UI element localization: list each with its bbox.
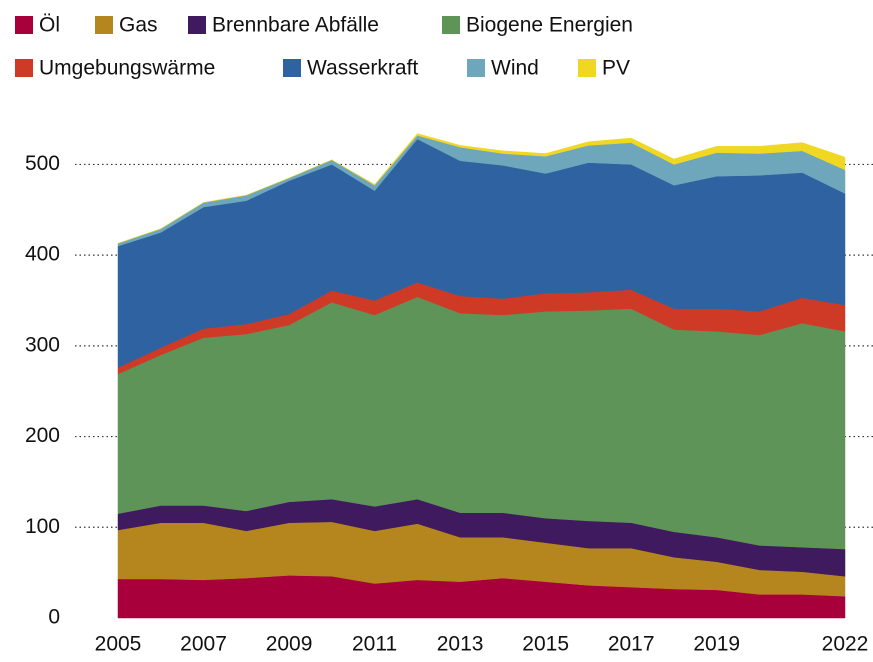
- legend-label: PV: [602, 57, 630, 80]
- y-tick-label: 500: [25, 152, 60, 175]
- y-tick-label: 100: [25, 515, 60, 538]
- legend-label: Wasserkraft: [307, 57, 418, 80]
- legend-swatch: [95, 16, 113, 34]
- legend-label: Öl: [39, 14, 60, 37]
- legend-label: Umgebungswärme: [39, 57, 215, 80]
- x-tick-label: 2017: [608, 633, 655, 656]
- legend-swatch: [578, 59, 596, 77]
- x-tick-label: 2007: [180, 633, 227, 656]
- y-tick-label: 0: [48, 606, 60, 629]
- legend-label: Wind: [491, 57, 539, 80]
- x-tick-label: 2022: [822, 633, 869, 656]
- x-tick-label: 2015: [522, 633, 569, 656]
- legend-swatch: [442, 16, 460, 34]
- y-tick-label: 400: [25, 243, 60, 266]
- y-tick-label: 200: [25, 424, 60, 447]
- legend-swatch: [15, 59, 33, 77]
- x-tick-label: 2005: [95, 633, 142, 656]
- legend-swatch: [467, 59, 485, 77]
- legend-swatch: [15, 16, 33, 34]
- legend-swatch: [283, 59, 301, 77]
- legend-label: Brennbare Abfälle: [212, 14, 379, 37]
- legend-swatch: [188, 16, 206, 34]
- x-tick-label: 2009: [266, 633, 313, 656]
- x-tick-label: 2019: [693, 633, 740, 656]
- area: [117, 133, 846, 244]
- legend-label: Biogene Energien: [466, 14, 633, 37]
- legend-label: Gas: [119, 14, 158, 37]
- x-tick-label: 2013: [437, 633, 484, 656]
- x-tick-label: 2011: [352, 633, 397, 656]
- y-tick-label: 300: [25, 333, 60, 356]
